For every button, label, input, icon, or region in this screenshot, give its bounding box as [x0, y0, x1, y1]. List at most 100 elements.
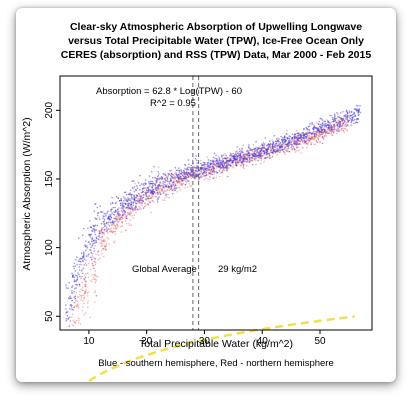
data-point: [231, 155, 234, 158]
data-point: [195, 155, 197, 157]
data-point: [113, 221, 116, 223]
data-point: [134, 201, 136, 203]
data-point: [135, 206, 137, 209]
data-point: [130, 203, 133, 206]
data-point: [103, 222, 105, 225]
data-point: [187, 159, 190, 161]
data-point: [209, 165, 212, 167]
data-point: [200, 168, 203, 171]
data-point: [126, 206, 128, 208]
data-point: [124, 197, 126, 199]
data-point: [326, 128, 329, 130]
data-point: [334, 116, 336, 118]
data-point: [346, 118, 348, 121]
data-point: [132, 204, 135, 207]
data-point: [120, 216, 123, 218]
data-point: [163, 199, 166, 201]
data-point: [113, 241, 115, 244]
data-point: [228, 159, 231, 162]
data-point: [89, 220, 91, 222]
data-point: [73, 280, 76, 282]
data-point: [235, 150, 238, 153]
data-point: [287, 147, 290, 150]
data-point: [159, 193, 162, 196]
data-point: [312, 130, 315, 133]
data-point: [184, 187, 186, 189]
data-point: [105, 222, 108, 225]
data-point: [83, 258, 86, 260]
data-point: [174, 184, 177, 187]
data-point: [209, 178, 211, 181]
data-point: [80, 295, 82, 297]
data-point: [167, 193, 169, 196]
x-tick-label: 20: [141, 336, 153, 347]
data-point: [87, 241, 90, 243]
data-point: [99, 257, 101, 260]
data-point: [178, 169, 180, 172]
data-point: [147, 195, 149, 198]
data-point: [229, 152, 232, 155]
data-point: [198, 177, 200, 180]
x-tick-label: 40: [257, 336, 269, 347]
data-point: [81, 275, 84, 278]
data-point: [303, 128, 305, 131]
data-point: [235, 151, 237, 154]
data-point: [142, 183, 145, 185]
data-point: [157, 174, 160, 176]
data-point: [240, 151, 242, 154]
data-point: [109, 231, 112, 233]
data-point: [322, 128, 325, 130]
data-point: [274, 144, 276, 146]
data-point: [164, 181, 166, 184]
data-point: [135, 204, 137, 206]
data-point: [174, 189, 176, 192]
data-point: [319, 117, 322, 120]
data-point: [151, 176, 154, 179]
data-point: [290, 141, 293, 144]
data-point: [324, 122, 327, 125]
data-point: [76, 279, 78, 281]
data-point: [109, 230, 111, 233]
data-point: [152, 184, 154, 187]
data-point: [154, 183, 156, 186]
data-point: [200, 159, 202, 162]
data-point: [148, 183, 151, 185]
data-point: [212, 159, 214, 162]
data-point: [94, 291, 96, 294]
data-point: [103, 234, 105, 236]
data-point: [76, 296, 79, 298]
data-point: [337, 127, 339, 129]
data-point: [121, 214, 124, 217]
data-point: [275, 151, 277, 153]
data-point: [284, 135, 286, 137]
data-point: [280, 135, 282, 138]
data-point: [68, 316, 71, 319]
data-point: [184, 183, 187, 186]
data-point: [212, 169, 215, 172]
data-point: [234, 153, 237, 155]
data-point: [94, 202, 97, 205]
data-point: [84, 276, 87, 279]
data-point: [230, 152, 232, 155]
data-point: [297, 134, 300, 137]
data-point: [122, 196, 125, 198]
data-point: [337, 115, 339, 118]
data-point: [276, 140, 278, 143]
data-point: [180, 177, 182, 180]
data-point: [345, 110, 348, 113]
data-point: [189, 176, 192, 178]
data-point: [331, 134, 333, 137]
data-point: [120, 209, 123, 212]
data-point: [95, 275, 98, 278]
data-point: [79, 290, 81, 293]
data-point: [314, 143, 317, 145]
data-point: [100, 210, 102, 213]
data-point: [98, 232, 100, 235]
data-point: [341, 128, 343, 130]
data-point: [253, 152, 255, 154]
data-point: [109, 215, 112, 218]
data-point: [252, 143, 255, 146]
data-point: [151, 185, 153, 188]
data-point: [144, 198, 147, 201]
data-point: [123, 210, 126, 212]
